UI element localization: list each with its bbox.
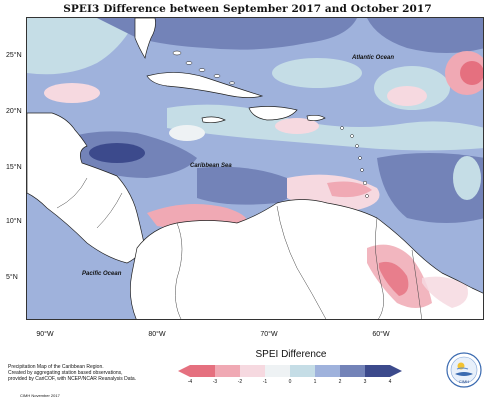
lat-label-10n: 10°N — [6, 218, 22, 225]
jamaica — [201, 116, 226, 124]
lat-label-20n: 20°N — [6, 108, 22, 115]
legend-tick-m3: -3 — [212, 379, 218, 385]
legend-title: SPEI Difference — [255, 349, 327, 360]
credits-line-2: Created by aggregating station based obs… — [8, 370, 123, 377]
legend-tick-4: 4 — [388, 379, 392, 385]
legend-tick-1: 1 — [313, 379, 317, 385]
legend-tick-3: 3 — [363, 379, 367, 385]
western-caribbean-very-wet — [89, 143, 145, 163]
country-borders — [56, 177, 422, 319]
legend-colorbar — [178, 365, 402, 377]
east-very-dry-patch — [460, 61, 483, 85]
legend-tick-m2: -2 — [237, 379, 243, 385]
guyana-very-dry-core — [379, 261, 409, 296]
map-title: SPEI3 Difference between September 2017 … — [63, 3, 432, 15]
map-panel — [26, 17, 484, 320]
caribbean-light-band — [167, 104, 483, 151]
legend-tick-2: 2 — [338, 379, 342, 385]
atlantic-ocean-label: Atlantic Ocean — [352, 55, 395, 61]
lon-label-60w: 60°W — [372, 331, 390, 338]
northeast-wet-band — [367, 18, 483, 53]
legend-tick-m4: -4 — [187, 379, 193, 385]
legend-tick-0: 0 — [288, 379, 292, 385]
lon-label-80w: 80°W — [148, 331, 166, 338]
spei-map — [27, 18, 483, 319]
atlantic-dry-patch — [387, 86, 427, 106]
east-light-patch — [453, 156, 481, 200]
credits-date: CIMH November 2017 — [20, 393, 60, 398]
lat-label-25n: 25°N — [6, 52, 22, 59]
legend-swatch-3 — [240, 365, 265, 377]
lesser-antilles — [340, 126, 369, 198]
pr-dry-patch — [275, 118, 319, 134]
pacific-ocean-label: Pacific Ocean — [82, 271, 122, 277]
legend-swatch-4 — [265, 365, 290, 377]
map-credits: Precipitation Map of the Caribbean Regio… — [8, 364, 168, 383]
gulf-dry-patch — [44, 83, 100, 103]
legend-tick-m1: -1 — [262, 379, 268, 385]
puerto-rico — [306, 114, 326, 122]
florida — [134, 18, 156, 59]
legend-swatch-6 — [315, 365, 340, 377]
legend-arrow-left — [178, 365, 190, 377]
legend-swatch-8 — [365, 365, 390, 377]
bahamas — [172, 50, 235, 85]
lat-label-15n: 15°N — [6, 164, 22, 171]
atlantic-light-patch — [272, 58, 362, 88]
venezuela-coast-dry-core — [327, 181, 372, 198]
central-america — [27, 112, 146, 264]
hispaniola — [248, 106, 298, 121]
caribbean-sea-label: Caribbean Sea — [190, 163, 232, 169]
lon-label-70w: 70°W — [260, 331, 278, 338]
credits-line-3: provided by CariCOF, with NCEP/NCAR Rean… — [8, 376, 137, 383]
jamaica-neutral-patch — [169, 125, 205, 141]
suriname-dry — [422, 276, 468, 308]
legend-swatch-2 — [215, 365, 240, 377]
north-wet-band — [97, 18, 357, 50]
cuba — [146, 72, 264, 98]
lat-label-5n: 5°N — [6, 274, 18, 281]
logo-text: CIMH — [459, 379, 469, 384]
central-caribbean-wet — [197, 166, 295, 205]
legend-swatch-5 — [290, 365, 315, 377]
legend-swatch-7 — [340, 365, 365, 377]
credits-line-1: Precipitation Map of the Caribbean Regio… — [8, 364, 104, 370]
cimh-logo: CIMH — [446, 352, 482, 388]
legend-arrow-right — [390, 365, 402, 377]
gulf-light-region — [27, 18, 137, 75]
legend-swatch-1 — [190, 365, 215, 377]
lon-label-90w: 90°W — [36, 331, 54, 338]
